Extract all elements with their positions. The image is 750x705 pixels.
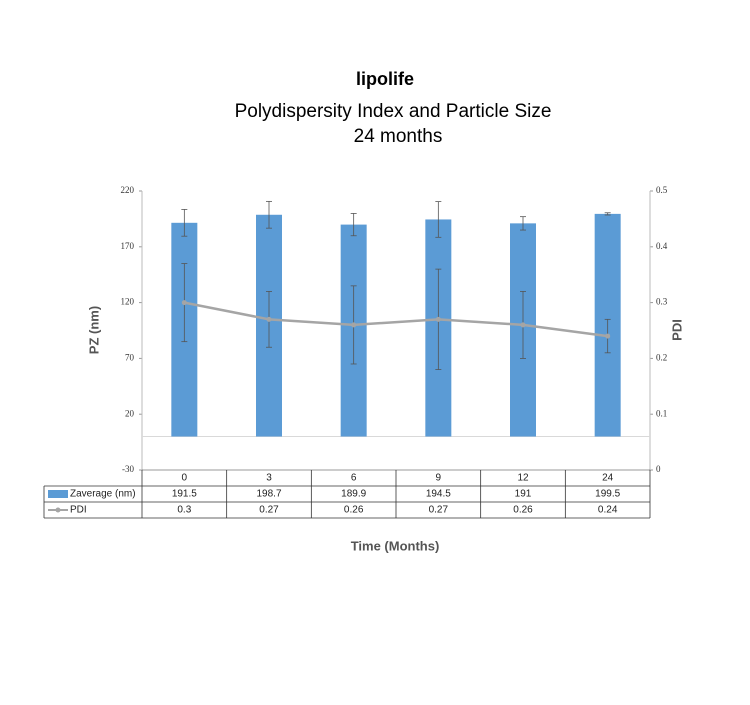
table-value: 0.27: [259, 505, 279, 516]
y2-axis-label: PDI: [669, 319, 684, 341]
x-tick-label: 6: [351, 473, 357, 484]
y2-tick-label: 0.1: [656, 408, 667, 418]
y-tick-label: 170: [121, 241, 135, 251]
y-tick-label: 220: [121, 185, 135, 195]
point: [351, 322, 357, 328]
point: [266, 316, 272, 322]
table-value: 198.7: [256, 489, 281, 500]
table-value: 0.24: [598, 505, 618, 516]
point: [181, 300, 187, 306]
point: [605, 333, 611, 339]
y-tick-label: 120: [121, 297, 135, 307]
chart-subtitle: 24 months: [354, 126, 443, 147]
table-value: 0.27: [429, 505, 449, 516]
y2-tick-label: 0.2: [656, 352, 667, 362]
x-tick-label: 24: [602, 473, 614, 484]
table-value: 0.26: [513, 505, 533, 516]
y2-tick-label: 0.5: [656, 185, 668, 195]
table-value: 0.3: [177, 505, 191, 516]
y-tick-label: 70: [125, 352, 135, 362]
table-value: 189.9: [341, 489, 366, 500]
x-axis-label: Time (Months): [351, 538, 440, 553]
x-tick-label: 9: [436, 473, 442, 484]
y2-tick-label: 0.4: [656, 241, 668, 251]
table-value: 0.26: [344, 505, 364, 516]
table-value: 194.5: [426, 489, 451, 500]
chart-title: Polydispersity Index and Particle Size: [235, 101, 552, 122]
y-tick-label: 20: [125, 408, 135, 418]
x-tick-label: 12: [517, 473, 529, 484]
point: [520, 322, 526, 328]
brand: lipolife: [356, 69, 414, 89]
y-axis-label: PZ (nm): [86, 306, 101, 354]
y2-tick-label: 0: [656, 464, 661, 474]
legend-key: [55, 507, 61, 513]
y2-tick-label: 0.3: [656, 297, 668, 307]
table-value: 199.5: [595, 489, 620, 500]
y-tick-label: -30: [122, 464, 134, 474]
line: [184, 301, 608, 338]
x-tick-label: 0: [182, 473, 188, 484]
point: [435, 316, 441, 322]
x-tick-label: 3: [266, 473, 272, 484]
legend-key: [48, 490, 68, 498]
table-value: 191: [515, 489, 532, 500]
table-value: 191.5: [172, 489, 197, 500]
legend-label: PDI: [70, 505, 87, 516]
legend-label: Zaverage (nm): [70, 489, 136, 500]
